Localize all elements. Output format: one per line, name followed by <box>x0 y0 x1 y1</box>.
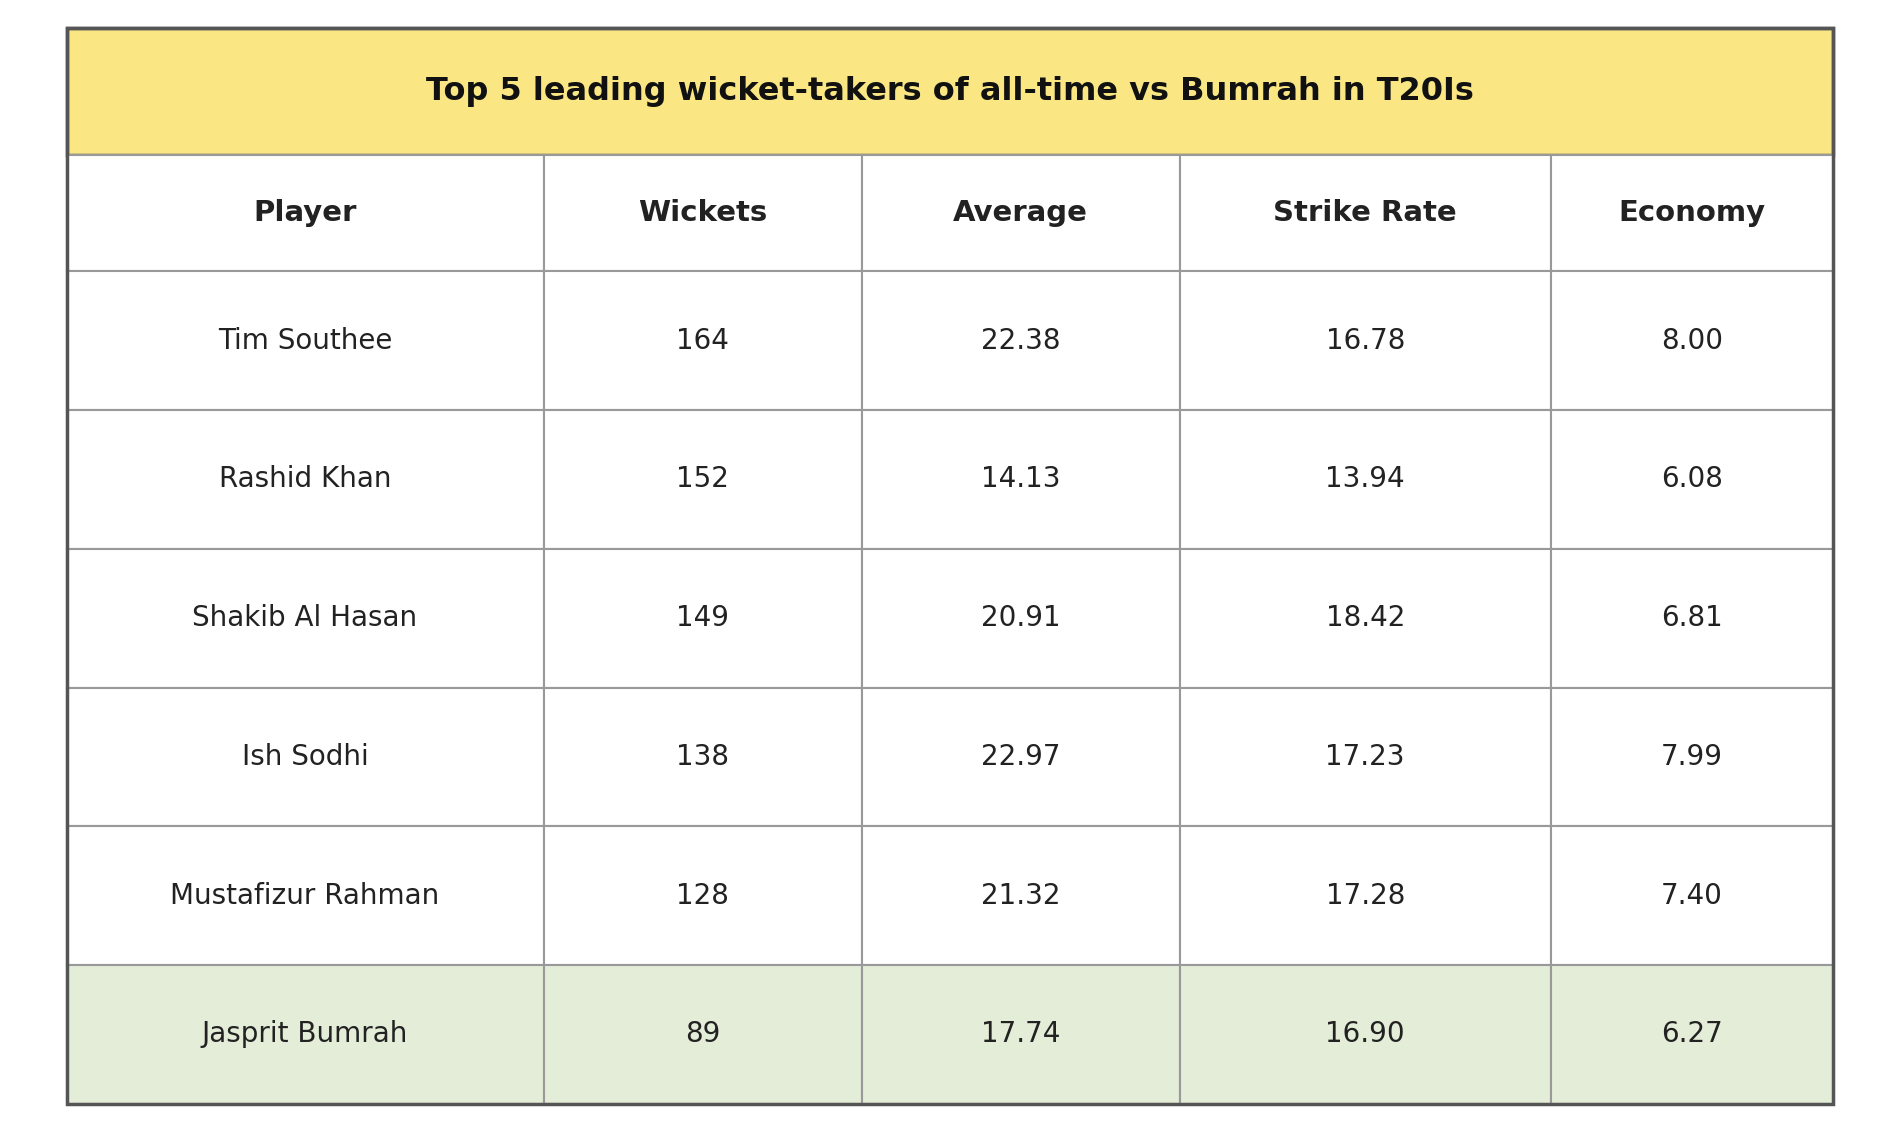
Bar <box>861 687 1180 826</box>
Text: Jasprit Bumrah: Jasprit Bumrah <box>201 1020 408 1048</box>
Bar <box>66 155 543 272</box>
Text: 138: 138 <box>676 743 730 771</box>
Bar <box>861 964 1180 1104</box>
Text: 16.78: 16.78 <box>1326 327 1404 354</box>
Bar <box>543 687 863 826</box>
Bar <box>1550 687 1834 826</box>
Bar <box>543 549 863 687</box>
Text: 7.40: 7.40 <box>1661 882 1723 910</box>
Text: 152: 152 <box>676 465 730 494</box>
Bar <box>1550 549 1834 687</box>
Text: Strike Rate: Strike Rate <box>1273 199 1457 228</box>
Text: 128: 128 <box>676 882 730 910</box>
Bar <box>861 155 1180 272</box>
Text: Economy: Economy <box>1619 199 1765 228</box>
Text: 17.74: 17.74 <box>980 1020 1060 1048</box>
Bar <box>1180 687 1550 826</box>
Text: Average: Average <box>954 199 1089 228</box>
Bar <box>66 964 543 1104</box>
Text: 20.91: 20.91 <box>980 604 1060 632</box>
Bar <box>1550 410 1834 549</box>
Text: Top 5 leading wicket-takers of all-time vs Bumrah in T20Is: Top 5 leading wicket-takers of all-time … <box>426 76 1474 108</box>
Text: 22.38: 22.38 <box>980 327 1060 354</box>
Bar <box>543 410 863 549</box>
Text: Rashid Khan: Rashid Khan <box>218 465 391 494</box>
Text: 17.28: 17.28 <box>1326 882 1404 910</box>
Bar <box>66 687 543 826</box>
Bar <box>1550 826 1834 964</box>
Text: 21.32: 21.32 <box>980 882 1060 910</box>
Bar <box>1180 410 1550 549</box>
Bar <box>66 28 1833 155</box>
Text: Ish Sodhi: Ish Sodhi <box>241 743 369 771</box>
Bar <box>1180 272 1550 410</box>
Bar <box>1550 155 1834 272</box>
Text: 13.94: 13.94 <box>1326 465 1406 494</box>
Text: 22.97: 22.97 <box>980 743 1060 771</box>
Bar <box>66 410 543 549</box>
Text: 16.90: 16.90 <box>1326 1020 1406 1048</box>
Bar <box>861 826 1180 964</box>
Bar <box>543 826 863 964</box>
Text: Mustafizur Rahman: Mustafizur Rahman <box>171 882 439 910</box>
Text: 6.27: 6.27 <box>1661 1020 1723 1048</box>
Text: Wickets: Wickets <box>638 199 768 228</box>
Text: 6.81: 6.81 <box>1661 604 1723 632</box>
Bar <box>543 964 863 1104</box>
Text: 149: 149 <box>676 604 730 632</box>
Text: Tim Southee: Tim Southee <box>218 327 391 354</box>
Text: Shakib Al Hasan: Shakib Al Hasan <box>192 604 418 632</box>
Bar <box>1550 272 1834 410</box>
Bar <box>66 272 543 410</box>
Bar <box>1180 155 1550 272</box>
Text: 7.99: 7.99 <box>1661 743 1723 771</box>
Text: 17.23: 17.23 <box>1326 743 1404 771</box>
Bar <box>543 155 863 272</box>
Bar <box>1180 964 1550 1104</box>
Bar <box>861 410 1180 549</box>
Text: 164: 164 <box>676 327 730 354</box>
Text: 89: 89 <box>684 1020 720 1048</box>
Text: 18.42: 18.42 <box>1326 604 1404 632</box>
Bar <box>66 826 543 964</box>
Text: 8.00: 8.00 <box>1661 327 1723 354</box>
Bar <box>1180 826 1550 964</box>
Text: Player: Player <box>253 199 357 228</box>
Bar <box>66 549 543 687</box>
Bar <box>861 549 1180 687</box>
Bar <box>1550 964 1834 1104</box>
Text: 6.08: 6.08 <box>1661 465 1723 494</box>
Bar <box>1180 549 1550 687</box>
Bar <box>861 272 1180 410</box>
Text: 14.13: 14.13 <box>980 465 1060 494</box>
Bar <box>543 272 863 410</box>
